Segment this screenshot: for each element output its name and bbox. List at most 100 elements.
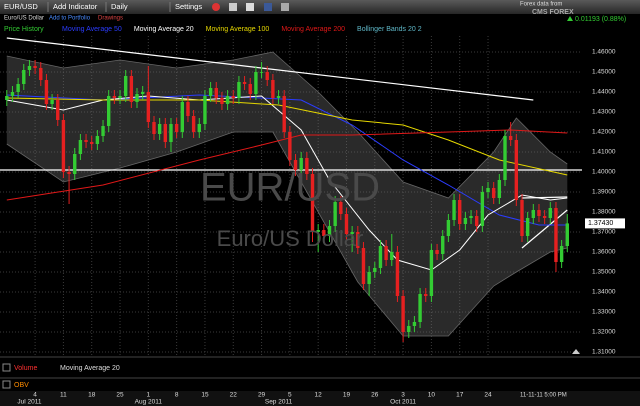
- y-tick-label: 1.36000: [592, 249, 616, 256]
- candle-body: [424, 294, 428, 296]
- candle-body: [542, 216, 547, 218]
- candle-body: [225, 96, 230, 104]
- settings[interactable]: Settings: [175, 2, 202, 11]
- candle-body: [44, 80, 49, 104]
- candle-body: [237, 82, 241, 98]
- candle-body: [180, 102, 184, 132]
- y-tick-label: 1.41000: [592, 149, 616, 156]
- candle-body: [486, 188, 490, 192]
- candle-body: [152, 122, 156, 134]
- icon[interactable]: [212, 3, 220, 11]
- interval[interactable]: Daily: [111, 2, 128, 11]
- candle-body: [339, 202, 343, 214]
- legend-price: Price History: [4, 26, 44, 33]
- panel-obv: OBV: [14, 382, 29, 389]
- collapse-arrow[interactable]: [572, 349, 580, 354]
- icon[interactable]: [281, 3, 289, 11]
- candle-body: [107, 96, 111, 126]
- y-tick-label: 1.42000: [592, 129, 616, 136]
- y-tick-label: 1.39000: [592, 189, 616, 196]
- source: Forex data from: [520, 2, 562, 8]
- icon[interactable]: [229, 3, 237, 11]
- instrument-name: Euro/US Dollar: [4, 16, 44, 22]
- candle-body: [491, 188, 496, 198]
- plot-bg: [0, 36, 582, 355]
- x-tick-label: 10: [428, 392, 436, 399]
- candle-body: [242, 82, 247, 84]
- close-box[interactable]: [2, 363, 11, 372]
- close-box[interactable]: [2, 380, 11, 389]
- candle-body: [474, 216, 479, 226]
- x-tick-label: 25: [116, 392, 124, 399]
- candle-body: [390, 252, 394, 260]
- candle-body: [16, 84, 20, 92]
- x-tick-label: 17: [456, 392, 464, 399]
- candle-body: [401, 296, 405, 332]
- symbol[interactable]: EUR/USD: [4, 2, 38, 11]
- candle-body: [90, 142, 94, 144]
- candle-body: [73, 154, 77, 174]
- candle-body: [327, 226, 332, 236]
- icon[interactable]: [246, 3, 254, 11]
- candle-body: [310, 174, 315, 232]
- candle-body: [27, 66, 32, 70]
- candle-body: [271, 80, 275, 98]
- candle-body: [559, 246, 564, 262]
- ma-line: [6, 129, 568, 201]
- candle-body: [378, 246, 383, 268]
- change: 0.01193 (0.88%): [575, 16, 626, 23]
- candle-body: [356, 232, 360, 248]
- candle-body: [39, 68, 43, 80]
- date-axis: [0, 391, 640, 406]
- candle-body: [463, 218, 468, 224]
- candle-body: [316, 230, 320, 232]
- add-portfolio[interactable]: Add to Portfolio: [49, 16, 91, 22]
- up-arrow: [567, 16, 573, 21]
- candle-body: [56, 100, 60, 120]
- x-tick-label: 4: [33, 392, 37, 399]
- y-tick-label: 1.31000: [592, 349, 616, 356]
- candle-body: [446, 220, 451, 236]
- x-tick-label: 1: [147, 392, 151, 399]
- legend-entry: Moving Average 50: [62, 26, 122, 33]
- y-tick-label: 1.34000: [592, 289, 616, 296]
- candle-body: [441, 236, 445, 254]
- toolbar: [0, 0, 640, 14]
- y-tick-label: 1.46000: [592, 49, 616, 56]
- candle-body: [95, 136, 100, 144]
- watermark-sub: Euro/US Dollar: [217, 226, 364, 251]
- candle-body: [508, 136, 513, 140]
- x-tick-label: 12: [315, 392, 323, 399]
- candle-body: [344, 214, 349, 234]
- panel-volume-ma: Moving Average 20: [60, 365, 120, 372]
- candle-body: [497, 180, 502, 198]
- candle-body: [163, 124, 168, 142]
- icon[interactable]: [264, 3, 272, 11]
- candle-body: [548, 208, 552, 218]
- trendline: [521, 196, 568, 199]
- candle-body: [112, 96, 117, 98]
- candle-body: [10, 92, 15, 96]
- candle-body: [61, 120, 66, 172]
- candle-body: [288, 132, 292, 160]
- add-indicator[interactable]: Add Indicator: [53, 2, 98, 11]
- candle-body: [293, 160, 298, 170]
- x-tick-label: 5: [288, 392, 292, 399]
- candle-body: [259, 72, 264, 73]
- candle-body: [5, 96, 9, 100]
- candle-body: [191, 116, 196, 132]
- candle-body: [129, 76, 134, 102]
- candle-body: [299, 158, 303, 170]
- x-tick-label: 26: [371, 392, 379, 399]
- drawings[interactable]: Drawings: [98, 16, 123, 22]
- candle-body: [101, 126, 105, 136]
- price-tag: 1.37430: [588, 220, 613, 227]
- x-tick-label: 24: [484, 392, 492, 399]
- candle-body: [435, 250, 439, 254]
- candle-body: [395, 252, 400, 296]
- x-month-label: Sep 2011: [265, 399, 293, 406]
- y-tick-label: 1.33000: [592, 309, 616, 316]
- y-tick-label: 1.32000: [592, 329, 616, 336]
- candle-body: [254, 72, 258, 94]
- candle-body: [333, 202, 337, 226]
